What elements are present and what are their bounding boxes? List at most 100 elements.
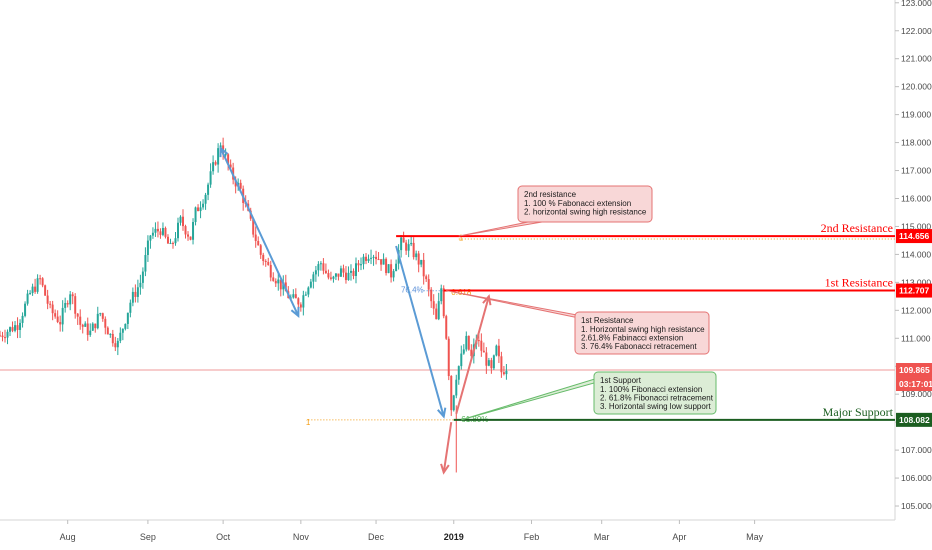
candle-body	[304, 294, 307, 296]
candle-body	[64, 303, 67, 308]
arrow-head	[440, 463, 450, 475]
candle-body	[332, 276, 335, 279]
candle-body	[202, 203, 205, 208]
candle	[16, 317, 19, 339]
candle	[357, 260, 360, 272]
candle-body	[339, 268, 342, 277]
price-tag-bg	[896, 229, 932, 244]
candle-body	[159, 231, 162, 235]
candle	[74, 293, 77, 319]
candle	[367, 254, 370, 263]
y-tick-label: 120.000	[901, 82, 932, 92]
candle	[204, 192, 207, 210]
callout-line: 1. Horizontal swing high resistance	[581, 325, 705, 334]
candle-body	[485, 352, 488, 366]
price-tag-bg	[896, 283, 932, 298]
fibonacci-lines: 76.4%0.6181161.80%	[0, 234, 895, 427]
candle	[427, 274, 430, 297]
candle	[209, 163, 212, 188]
callout-line: 1. 100% Fibonacci extension	[600, 385, 702, 394]
candle-body	[294, 294, 297, 299]
candle	[217, 143, 220, 173]
candle-body	[477, 340, 480, 342]
candle-body	[502, 372, 505, 375]
candle-body	[487, 360, 490, 366]
candle	[400, 235, 403, 258]
candle	[440, 284, 443, 305]
candle	[332, 275, 335, 283]
candle-body	[146, 240, 149, 255]
candle-body	[462, 349, 465, 354]
candle-body	[274, 280, 277, 284]
candle	[64, 297, 67, 313]
candle	[89, 323, 92, 337]
candle-body	[407, 244, 410, 251]
candle	[214, 160, 217, 166]
candle	[299, 302, 302, 312]
candle	[430, 287, 433, 308]
candle	[136, 279, 139, 303]
callout-line: 3. Horizontal swing low support	[600, 402, 711, 411]
candle-body	[269, 264, 272, 278]
candle	[352, 268, 355, 280]
candle-body	[430, 289, 433, 302]
candle-body	[465, 335, 468, 350]
candle	[119, 327, 122, 344]
candle-body	[422, 259, 425, 277]
candle-body	[41, 278, 44, 286]
candle	[159, 228, 162, 239]
candle-body	[199, 207, 202, 212]
candle-body	[26, 293, 29, 304]
candle-body	[264, 261, 267, 263]
candle-body	[309, 281, 312, 288]
x-tick-label: Dec	[368, 532, 385, 542]
candle-body	[1, 335, 4, 338]
candle	[490, 357, 493, 374]
candle-body	[387, 264, 390, 274]
candle-body	[74, 296, 77, 314]
candle-body	[36, 278, 39, 292]
callout-box	[593, 371, 717, 415]
candle-body	[432, 301, 435, 309]
candle	[452, 394, 455, 412]
candle	[377, 252, 380, 261]
candle-body	[91, 323, 94, 331]
price-tag: 112.707	[899, 286, 930, 296]
candle	[312, 271, 315, 289]
arrow-line	[442, 422, 453, 473]
candle	[505, 363, 508, 380]
candle	[94, 323, 97, 333]
candle-body	[370, 257, 373, 259]
level-title: 1st Resistance	[825, 276, 893, 290]
candle	[36, 274, 39, 294]
candle-body	[347, 272, 350, 281]
candle	[425, 274, 428, 282]
candle-body	[94, 323, 97, 329]
candle	[405, 239, 408, 255]
candle	[257, 236, 260, 246]
candle	[131, 287, 134, 307]
candle	[327, 269, 330, 280]
candle	[420, 259, 423, 268]
candle	[126, 312, 129, 329]
candle	[179, 215, 182, 226]
candle	[121, 328, 124, 341]
candle	[492, 354, 495, 371]
candle-body	[457, 366, 460, 380]
candle-body	[161, 227, 164, 235]
candle-body	[76, 313, 79, 317]
candle	[56, 310, 59, 324]
candle	[69, 291, 72, 311]
candle-body	[184, 226, 187, 235]
x-tick-label: Mar	[594, 532, 610, 542]
candle-body	[207, 184, 210, 195]
candle-body	[131, 291, 134, 303]
candle-body	[69, 294, 72, 305]
candle	[39, 274, 42, 285]
candle	[390, 259, 393, 283]
candle-body	[104, 318, 107, 328]
candle	[6, 329, 9, 345]
arrow	[455, 294, 492, 415]
candle-body	[259, 245, 262, 255]
